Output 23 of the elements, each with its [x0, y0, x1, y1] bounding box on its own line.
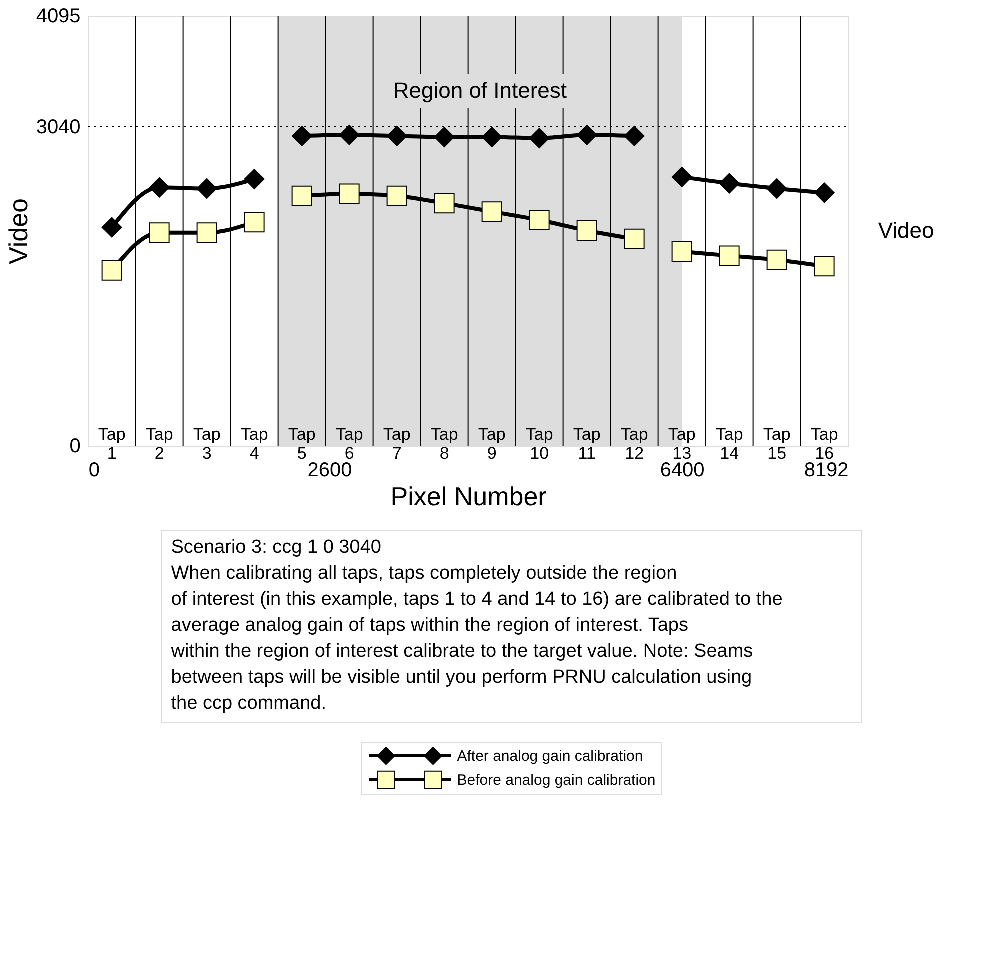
y2-axis-title: Video	[878, 218, 934, 243]
text: Scenario 3: ccg 1 0 3040 When calibrating all taps, taps completely outside the region of interest (in this example, taps 1 to 4 and 14 to 16) are calibrated to the average analog gain of taps within the region of interest. Taps within the region of interest calibrate to the target value. Note: Seams between taps will be visible until you perform PRNU calculation using the ccp command.	[170, 537, 783, 714]
x-tick-label: 0	[88, 460, 100, 482]
x-axis-title: Pixel Number	[390, 482, 548, 512]
y-tick-label: 3040	[36, 116, 81, 138]
annotation: Tap 2	[146, 425, 174, 463]
annotation: Tap 12	[620, 425, 648, 463]
annotation: Tap 7	[383, 425, 411, 463]
y-axis-title: Video	[3, 198, 34, 265]
annotation: Tap 14	[716, 425, 744, 463]
annotation: Tap 9	[478, 425, 506, 463]
y-tick-label: 0	[70, 436, 81, 458]
y-tick-label: 4095	[36, 6, 81, 28]
annotation: Tap 4	[240, 425, 268, 463]
annotation: Tap 11	[573, 425, 601, 463]
annotation: Tap 15	[763, 425, 791, 463]
legend-label: Before analog gain calibration	[457, 772, 656, 789]
annotation: Tap 10	[526, 425, 554, 463]
legend-label: After analog gain calibration	[457, 748, 644, 765]
annotation: Tap 1	[98, 425, 126, 463]
band-label: Region of Interest	[393, 78, 568, 103]
annotation: Tap 8	[430, 425, 458, 463]
annotation: Tap 3	[193, 425, 221, 463]
